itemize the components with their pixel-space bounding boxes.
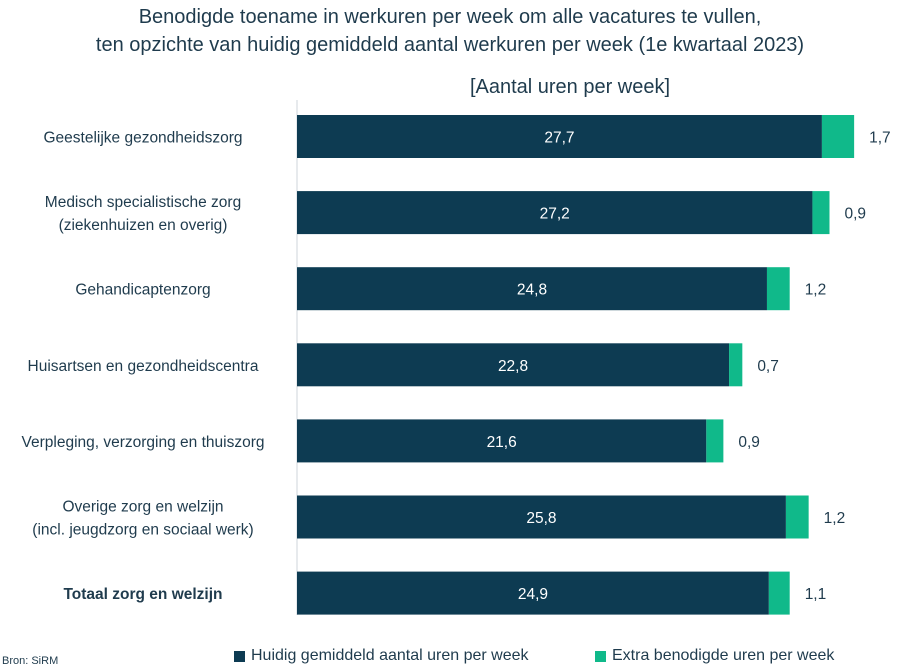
category-label-2: Gehandicaptenzorg [75,282,210,299]
data-label-extra-2: 1,2 [805,282,827,299]
category-label-6: Totaal zorg en welzijn [63,586,222,603]
data-label-extra-4: 0,9 [738,434,760,451]
chart-area: 27,7 1,7 Geestelijke gezondheidszorg 27,2 0,… [22,100,891,615]
bar-extra-5 [785,495,809,539]
data-label-extra-5: 1,2 [824,510,846,527]
bar-current-2 [297,267,767,311]
legend-label-extra: Extra benodigde uren per week [612,647,835,664]
chart-subtitle: [Aantal uren per week] [469,76,671,98]
data-label-current-1: 27,2 [540,206,570,223]
bar-extra-3 [729,343,743,387]
data-label-current-5: 25,8 [526,510,556,527]
category-label-4: Verpleging, verzorging en thuiszorg [22,434,265,451]
data-label-current-4: 21,6 [487,434,517,451]
category-label-3: Huisartsen en gezondheidscentra [28,358,259,375]
data-label-current-0: 27,7 [544,130,574,147]
legend-item-current-hours: Huidig gemiddeld aantal uren per week [234,647,529,665]
chart-title-line-2: ten opzichte van huidig gemiddeld aantal… [95,34,805,56]
legend-label-current: Huidig gemiddeld aantal uren per week [251,647,529,664]
category-label-1: Medisch specialistische zorg (ziekenhuize… [45,194,241,234]
category-label-5: Overige zorg en welzijn (incl. jeugdzorg … [32,499,253,539]
legend-swatch-extra [595,650,606,662]
source-note: Bron: SiRM [2,655,59,667]
bar-current-3 [297,343,730,387]
bar-current-5 [297,495,786,539]
bar-extra-1 [812,191,830,235]
data-label-extra-0: 1,7 [869,130,891,147]
legend-swatch-current [234,650,245,662]
bar-extra-4 [706,419,724,463]
data-label-current-6: 24,9 [518,586,548,603]
chart-title: Benodigde toename in werkuren per week o… [138,6,762,28]
bar-current-4 [297,419,707,463]
bar-extra-2 [766,267,790,311]
bar-current-0 [297,115,822,158]
legend-item-extra-hours: Extra benodigde uren per week [595,647,834,665]
bar-extra-0 [821,115,855,158]
category-label-0: Geestelijke gezondheidszorg [43,130,242,147]
bar-current-6 [297,571,769,615]
data-label-current-3: 22,8 [498,358,528,375]
bar-extra-6 [768,571,790,615]
data-label-extra-3: 0,7 [757,358,779,375]
data-label-extra-6: 1,1 [805,586,827,603]
data-label-current-2: 24,8 [517,282,547,299]
data-label-extra-1: 0,9 [844,206,866,223]
bar-current-1 [297,191,813,235]
